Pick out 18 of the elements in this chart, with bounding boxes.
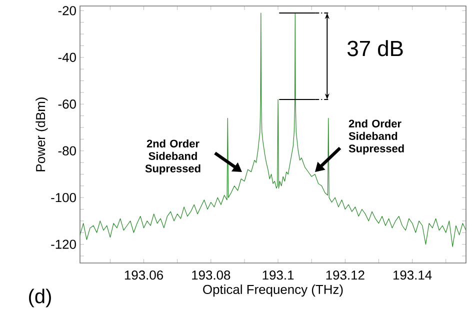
x-axis-title: Optical Frequency (THz) [203, 284, 343, 297]
y-axis-title: Power (dBm) [36, 98, 48, 172]
annotation: 37 dB [348, 40, 403, 56]
y-tick-label: -120 [51, 240, 76, 249]
x-tick-label: 193.06 [124, 270, 164, 280]
x-tick-label: 193.1 [262, 270, 294, 280]
y-tick-label: -80 [58, 146, 76, 156]
y-tick-label: -100 [51, 192, 76, 202]
x-tick-label: 193.08 [192, 270, 230, 280]
y-tick-label: -40 [58, 52, 76, 62]
y-tick-label: -60 [58, 100, 76, 109]
text: (d) [29, 288, 51, 308]
annotation: 2nd Order Sideband Supressed [145, 139, 200, 175]
annotation: 2nd Order Sideband Supressed [348, 119, 404, 155]
line-series [80, 12, 466, 247]
y-tick-label: -20 [58, 6, 76, 16]
x-tick-label: 193.14 [393, 270, 432, 280]
x-tick-label: 193.12 [326, 270, 364, 280]
